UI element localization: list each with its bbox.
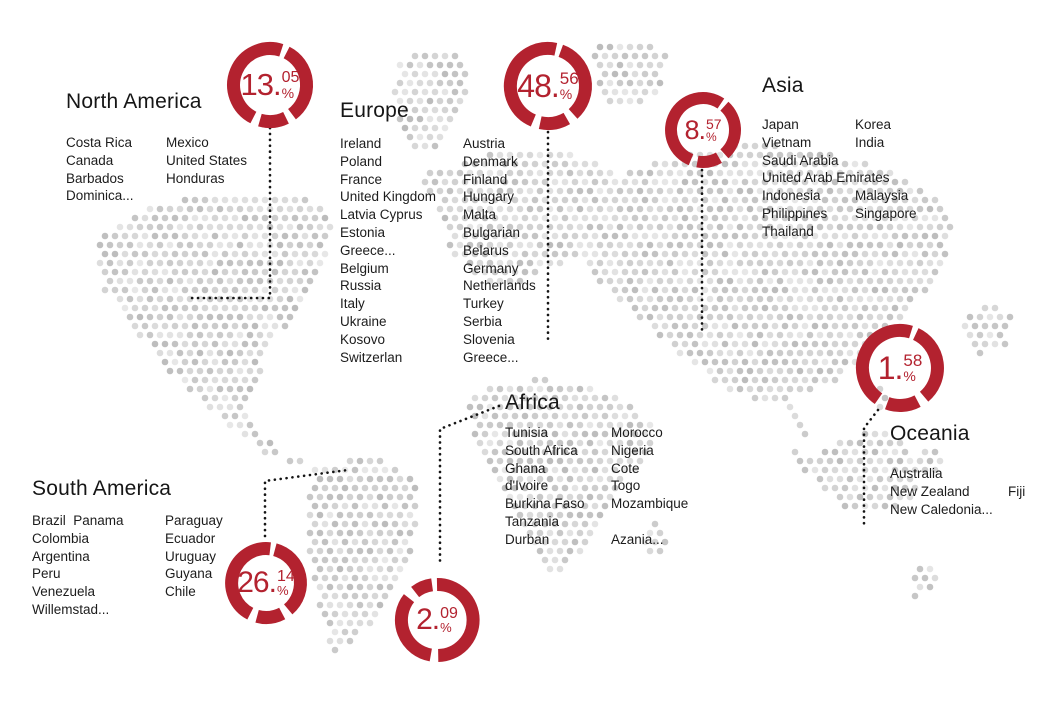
- percent-sign: %: [559, 86, 573, 102]
- donut-chart-africa: 2. 09%: [393, 576, 481, 664]
- map-dots-layer: [96, 43, 1014, 654]
- country-list-europe-col2: Austria Denmark Finland Hungary Malta Bulgari…: [463, 136, 536, 365]
- country-list-oceania-col2: Fiji: [1008, 483, 1026, 499]
- donut-percent-north-america: 13. 05%: [225, 40, 315, 130]
- donut-chart-north-america: 13. 05%: [225, 40, 315, 130]
- country-list-africa-col1: Tunisia South Africa Ghana d'Ivoire Burkina …: [505, 425, 585, 547]
- donut-percent-asia: 8. 57%: [663, 90, 743, 170]
- donut-chart-south-america: 26. 14%: [223, 540, 309, 626]
- region-title-north-america: North America: [66, 90, 202, 113]
- country-list-south-america-col1: Brazil Panama Colombia Argentina Peru Venezu…: [32, 513, 124, 617]
- region-oceania: Oceania Australia New Zealand New Caledoni…: [890, 422, 1025, 517]
- percent-main: 48.: [517, 67, 559, 104]
- dotted-connector-lines: [185, 126, 880, 567]
- percent-sign: %: [281, 85, 295, 101]
- country-list-oceania-col1: Australia New Zealand New Caledonia...: [890, 466, 993, 517]
- percent-sign: %: [440, 620, 452, 635]
- region-south-america: South America Brazil Panama Colombia Argen…: [32, 477, 223, 617]
- percent-frac: 56: [559, 69, 579, 88]
- donut-chart-europe: 48. 56%: [502, 40, 594, 132]
- donut-chart-oceania: 1. 58%: [854, 322, 946, 414]
- percent-frac: 14: [276, 568, 295, 585]
- country-list-south-america-col2: Paraguay Ecuador Uruguay Guyana Chile: [165, 513, 223, 600]
- region-north-america: North America Costa Rica Canada Barbados Do…: [66, 90, 247, 203]
- region-africa: Africa Tunisia South Africa Ghana d'Ivoire B…: [505, 391, 688, 547]
- percent-sign: %: [705, 130, 717, 144]
- percent-sign: %: [276, 583, 289, 598]
- country-list-africa-col2: Morocco Nigeria Cote Togo Mozambique Azania.…: [611, 425, 689, 547]
- region-title-asia: Asia: [762, 74, 804, 97]
- donut-percent-south-america: 26. 14%: [223, 540, 309, 626]
- region-asia: Asia Japan Vietnam Saudi Arabia United Arab…: [762, 74, 917, 239]
- country-list-asia-col2: Korea India Malaysia Singapore: [855, 117, 917, 221]
- country-list-north-america-col2: Mexico United States Honduras: [166, 135, 248, 186]
- percent-main: 13.: [240, 67, 282, 102]
- percent-main: 26.: [237, 566, 277, 599]
- percent-frac: 09: [440, 605, 458, 622]
- percent-main: 1.: [877, 349, 904, 386]
- country-list-europe-col1: Ireland Poland France United Kingdom Latvia …: [340, 136, 437, 365]
- percent-main: 8.: [684, 114, 706, 145]
- donut-percent-africa: 2. 09%: [393, 576, 481, 664]
- percent-frac: 05: [281, 69, 300, 86]
- country-list-north-america-col1: Costa Rica Canada Barbados Dominica...: [66, 135, 134, 204]
- percent-main: 2.: [416, 603, 440, 636]
- region-title-oceania: Oceania: [890, 422, 970, 445]
- donut-chart-asia: 8. 57%: [663, 90, 743, 170]
- percent-frac: 58: [903, 351, 923, 370]
- region-europe: Europe Ireland Poland France United Kingdom…: [340, 99, 536, 365]
- region-title-africa: Africa: [505, 391, 560, 414]
- percent-sign: %: [903, 368, 916, 384]
- country-list-asia-col1: Japan Vietnam Saudi Arabia United Arab Emir…: [762, 117, 890, 239]
- donut-percent-oceania: 1. 58%: [854, 322, 946, 414]
- region-title-south-america: South America: [32, 477, 172, 500]
- region-title-europe: Europe: [340, 99, 409, 122]
- donut-percent-europe: 48. 56%: [502, 40, 594, 132]
- percent-frac: 57: [705, 116, 722, 132]
